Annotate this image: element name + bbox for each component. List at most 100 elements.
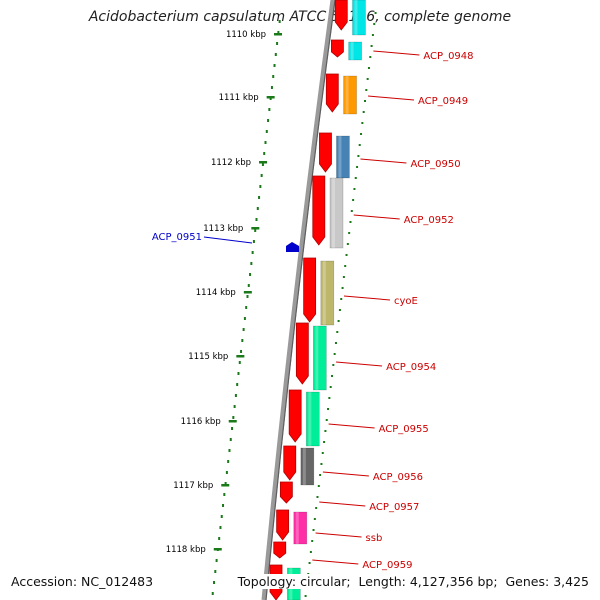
- cds-feature[interactable]: [312, 175, 326, 246]
- scale-dot: [215, 559, 218, 562]
- tick-label: 1117 kbp: [173, 481, 213, 491]
- cog-feature[interactable]: [329, 177, 344, 249]
- scale-dot: [264, 141, 267, 144]
- cds-feature[interactable]: [331, 39, 344, 58]
- outer-scale-dot: [362, 111, 365, 113]
- outer-scale-dot: [304, 595, 307, 597]
- scale-dot: [222, 504, 225, 507]
- outer-scale-dot: [360, 133, 363, 135]
- cog-feature[interactable]: [320, 260, 335, 326]
- tick-label: 1116 kbp: [181, 417, 221, 427]
- cds-feature[interactable]: [273, 541, 287, 559]
- gene-label[interactable]: ACP_0948: [423, 51, 473, 62]
- cds-feature[interactable]: [319, 132, 332, 173]
- tick-mark: [266, 96, 275, 99]
- scale-dot: [238, 361, 241, 364]
- tick-mark: [228, 420, 237, 423]
- gene-label[interactable]: ACP_0956: [373, 472, 423, 483]
- outer-scale-dot: [336, 331, 339, 333]
- cog-feature[interactable]: [348, 41, 362, 61]
- cog-feature[interactable]: [352, 0, 366, 36]
- cds-feature[interactable]: [325, 73, 339, 113]
- outer-scale-dot: [364, 100, 366, 102]
- gene-label[interactable]: ACP_0954: [386, 362, 436, 373]
- cog-feature[interactable]: [293, 511, 308, 545]
- gene-label-leader: [328, 423, 375, 429]
- scale-dot: [259, 185, 262, 188]
- gene-label-leader: [343, 295, 391, 301]
- gene-label[interactable]: ssb: [366, 533, 383, 544]
- scale-dot: [273, 64, 276, 67]
- gene-label[interactable]: ACP_0955: [379, 424, 429, 435]
- cds-feature[interactable]: [295, 322, 309, 385]
- cog-highlight: [350, 42, 354, 60]
- cog-highlight: [332, 178, 336, 248]
- cog-highlight: [345, 76, 349, 114]
- outer-scale-dot: [323, 441, 326, 443]
- scale-dot: [225, 471, 228, 474]
- scale-dot: [241, 339, 244, 342]
- cog-feature[interactable]: [300, 447, 315, 486]
- tick-label: 1114 kbp: [196, 288, 236, 298]
- outer-scale-dot: [327, 408, 330, 410]
- scale-dot: [211, 592, 214, 595]
- tick-mark: [274, 33, 283, 36]
- outer-scale-dot: [316, 496, 319, 498]
- cog-feature[interactable]: [336, 135, 350, 179]
- scale-dot: [278, 20, 281, 23]
- cds-feature[interactable]: [283, 445, 297, 481]
- gene-label[interactable]: ACP_0950: [410, 159, 460, 170]
- cds-feature[interactable]: [279, 481, 293, 504]
- outer-scale-dot: [338, 309, 341, 311]
- scale-dot: [218, 537, 221, 540]
- scale-dot: [255, 218, 258, 221]
- tick-mark: [259, 161, 268, 164]
- cog-feature[interactable]: [306, 391, 320, 447]
- scale-dot: [237, 372, 240, 375]
- outer-scale-dot: [358, 144, 361, 146]
- cog-highlight: [322, 261, 326, 325]
- gene-label[interactable]: cyoE: [394, 296, 418, 307]
- outer-scale-dot: [309, 551, 312, 553]
- scale-dot: [220, 515, 223, 518]
- cds-feature[interactable]: [334, 0, 348, 31]
- reverse-gene-label[interactable]: ACP_0951: [152, 232, 202, 243]
- cog-feature[interactable]: [313, 325, 327, 391]
- reverse-gene-leader: [203, 236, 253, 244]
- cds-feature[interactable]: [276, 509, 290, 541]
- cog-feature[interactable]: [343, 75, 357, 115]
- cds-feature[interactable]: [303, 257, 317, 323]
- accession-value: NC_012483: [81, 574, 154, 589]
- outer-scale-dot: [337, 320, 340, 322]
- tick-label: 1113 kbp: [203, 224, 243, 234]
- cds-feature[interactable]: [288, 389, 302, 443]
- tick-label: 1118 kbp: [166, 545, 206, 555]
- cog-highlight: [354, 0, 358, 35]
- scale-dot: [254, 229, 257, 232]
- tick-mark: [213, 548, 222, 551]
- reverse-gene-feature[interactable]: [286, 242, 299, 252]
- outer-scale-dot: [315, 507, 318, 509]
- outer-scale-dot: [361, 122, 364, 124]
- outer-scale-dot: [369, 56, 372, 58]
- genes-label: Genes:: [505, 574, 550, 589]
- outer-scale-dot: [325, 419, 328, 421]
- outer-scale-dot: [340, 298, 343, 300]
- scale-dot: [251, 251, 254, 254]
- accession-label: Accession:: [11, 574, 78, 589]
- outer-scale-dot: [373, 23, 376, 25]
- gene-label[interactable]: ACP_0959: [362, 560, 412, 571]
- scale-dot: [260, 174, 263, 177]
- outer-scale-dot: [332, 364, 335, 366]
- tick-mark: [221, 484, 230, 487]
- outer-scale-dot: [344, 265, 347, 267]
- gene-label[interactable]: ACP_0949: [418, 96, 468, 107]
- scale-dot: [274, 53, 277, 56]
- scale-dot: [219, 526, 222, 529]
- scale-dot: [233, 405, 236, 408]
- gene-label[interactable]: ACP_0957: [369, 502, 419, 513]
- scale-dot: [234, 394, 237, 397]
- outer-scale-dot: [312, 529, 315, 531]
- gene-label[interactable]: ACP_0952: [404, 215, 454, 226]
